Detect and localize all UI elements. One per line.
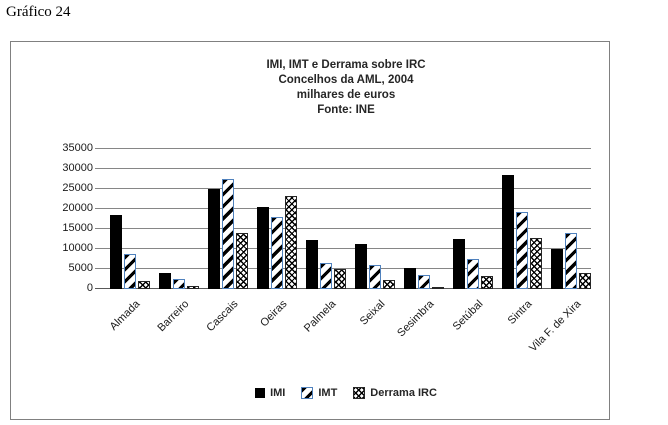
bar-derrama-irc-almada	[137, 281, 150, 289]
bar-imt-sesimbra	[417, 275, 430, 289]
bar-derrama-irc-seixal	[382, 280, 395, 289]
chart-legend: IMI IMT Derrama IRC	[101, 387, 591, 399]
bar-imt-set-bal	[466, 259, 479, 289]
chart-title-line-1: IMI, IMT e Derrama sobre IRC	[266, 59, 426, 71]
gridline	[95, 148, 591, 149]
bar-imt-oeiras	[270, 217, 283, 289]
y-axis-tick-label: 0	[86, 282, 93, 294]
bar-imt-sintra	[515, 212, 528, 289]
gridline	[95, 168, 591, 169]
chart-frame: IMI, IMT e Derrama sobre IRC Concelhos d…	[10, 41, 610, 420]
gridline	[95, 188, 591, 189]
bar-imi-barreiro	[158, 273, 171, 289]
bar-imt-seixal	[368, 265, 381, 289]
y-axis-tick-label: 15000	[62, 222, 93, 234]
x-axis-label: Seixal	[357, 298, 387, 328]
page-title: Gráfico 24	[6, 4, 71, 20]
y-axis-tick-label: 5000	[68, 262, 93, 274]
bar-imi-palmela	[305, 240, 318, 289]
legend-swatch-icon	[353, 387, 366, 399]
x-axis-label: Palmela	[301, 298, 338, 335]
legend-item-imt: IMT	[301, 387, 337, 399]
legend-swatch-icon	[255, 388, 266, 398]
plot-area: 0 5000 10000 15000 20000 25000 30000 35000 Almad…	[62, 142, 591, 354]
gridline	[95, 228, 591, 229]
y-axis-tick-label: 10000	[62, 242, 93, 254]
gridline	[95, 208, 591, 209]
bar-derrama-irc-oeiras	[284, 196, 297, 289]
bar-imt-almada	[123, 254, 136, 289]
bar-derrama-irc-sesimbra	[431, 287, 444, 289]
bar-imt-vila-f-de-xira	[564, 233, 577, 289]
y-axis-tick-label: 30000	[62, 162, 93, 174]
x-axis-label: Almada	[107, 298, 142, 333]
y-axis-tick-label: 25000	[62, 182, 93, 194]
x-axis-label: Oeiras	[257, 298, 289, 330]
bar-derrama-irc-palmela	[333, 269, 346, 289]
gridline	[95, 248, 591, 249]
legend-item-imi: IMI	[255, 387, 285, 399]
x-axis-label: Barreiro	[154, 298, 191, 335]
legend-swatch-icon	[301, 387, 314, 399]
bar-imi-sintra	[501, 175, 514, 289]
x-axis-label: Cascais	[203, 298, 240, 335]
bar-derrama-irc-barreiro	[186, 286, 199, 289]
chart-title-line-4: Fonte: INE	[317, 104, 375, 116]
bar-imt-palmela	[319, 263, 332, 289]
bar-imt-barreiro	[172, 279, 185, 289]
chart-title-line-3: milhares de euros	[296, 89, 396, 101]
bar-derrama-irc-cascais	[235, 233, 248, 289]
gridline	[95, 268, 591, 269]
legend-label: IMI	[270, 387, 286, 399]
y-axis-tick-label: 20000	[62, 202, 93, 214]
bar-imi-cascais	[207, 189, 220, 289]
bar-imi-seixal	[354, 244, 367, 289]
chart-title-line-2: Concelhos da AML, 2004	[278, 74, 414, 86]
bar-imi-almada	[109, 215, 122, 289]
legend-label: Derrama IRC	[370, 387, 437, 399]
x-axis-label: Vila F. de Xira	[526, 298, 583, 355]
bar-imi-oeiras	[256, 207, 269, 289]
legend-item-derrama-irc: Derrama IRC	[353, 387, 437, 399]
x-axis-label: Sintra	[505, 298, 534, 327]
bar-imi-set-bal	[452, 239, 465, 289]
chart-title: IMI, IMT e Derrama sobre IRC Concelhos d…	[101, 58, 591, 118]
legend-label: IMT	[318, 387, 338, 399]
bar-derrama-irc-set-bal	[480, 276, 493, 289]
bar-derrama-irc-vila-f-de-xira	[578, 273, 591, 289]
x-axis-label: Setúbal	[450, 298, 485, 333]
bar-imt-cascais	[221, 179, 234, 289]
bar-imi-vila-f-de-xira	[550, 249, 563, 289]
bar-derrama-irc-sintra	[529, 238, 542, 289]
y-axis-tick-label: 35000	[62, 142, 93, 154]
x-axis-label: Sesimbra	[394, 298, 436, 340]
bar-imi-sesimbra	[403, 268, 416, 289]
